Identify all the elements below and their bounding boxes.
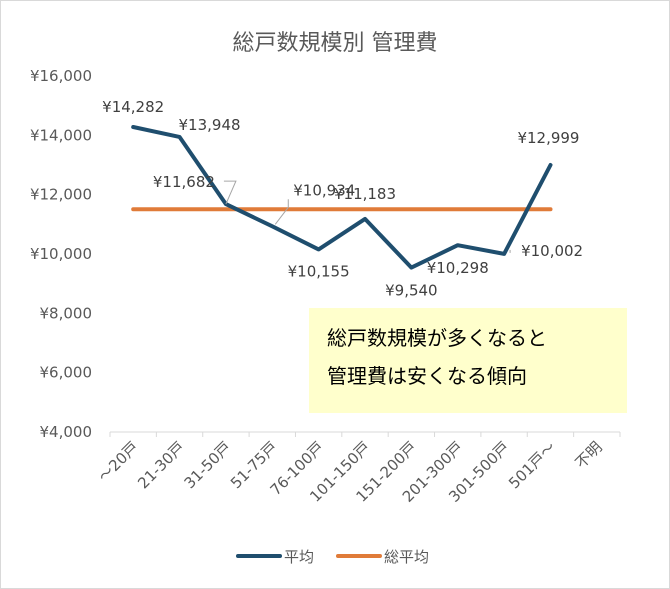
data-label: ¥11,183	[334, 185, 396, 203]
x-tick-label: 不明	[572, 438, 606, 472]
annotation-line-1: 総戸数規模が多くなると	[327, 326, 547, 350]
data-label: ¥10,934	[293, 181, 355, 199]
series-line-average	[131, 125, 553, 270]
data-label-leader	[274, 199, 289, 225]
data-label: ¥13,948	[179, 116, 241, 134]
data-label: ¥11,682	[153, 173, 215, 191]
y-tick-label: ¥10,000	[30, 245, 92, 263]
y-tick-label: ¥4,000	[40, 423, 93, 441]
chart-title: 総戸数規模別 管理費	[233, 31, 438, 56]
y-tick-label: ¥8,000	[40, 304, 93, 322]
x-tick-label: 21-30戸	[134, 438, 188, 492]
data-label: ¥12,999	[517, 129, 579, 147]
x-tick-label: 31-50戸	[181, 438, 235, 492]
y-tick-label: ¥16,000	[30, 67, 92, 85]
data-label: ¥9,540	[385, 282, 438, 300]
y-tick-label: ¥6,000	[40, 364, 93, 382]
legend-label-average: 平均	[284, 548, 314, 566]
legend-label-overall-average: 総平均	[384, 548, 429, 566]
data-label: ¥10,155	[288, 262, 350, 280]
y-tick-label: ¥12,000	[30, 186, 92, 204]
x-tick-label: 501戸～	[505, 438, 559, 492]
data-label: ¥14,282	[102, 98, 164, 116]
data-label-leader	[223, 180, 237, 205]
data-label: ¥10,002	[521, 242, 583, 260]
annotation-box: 総戸数規模が多くなると 管理費は安くなる傾向	[309, 308, 627, 413]
y-tick-label: ¥14,000	[30, 126, 92, 144]
plot-area: ¥4,000 ¥6,000 ¥8,000 ¥10,000 ¥12,000 ¥14,000 ¥…	[30, 67, 621, 506]
legend: 平均 総平均	[236, 548, 429, 566]
data-label: ¥10,298	[427, 259, 489, 277]
annotation-line-2: 管理費は安くなる傾向	[327, 364, 527, 388]
